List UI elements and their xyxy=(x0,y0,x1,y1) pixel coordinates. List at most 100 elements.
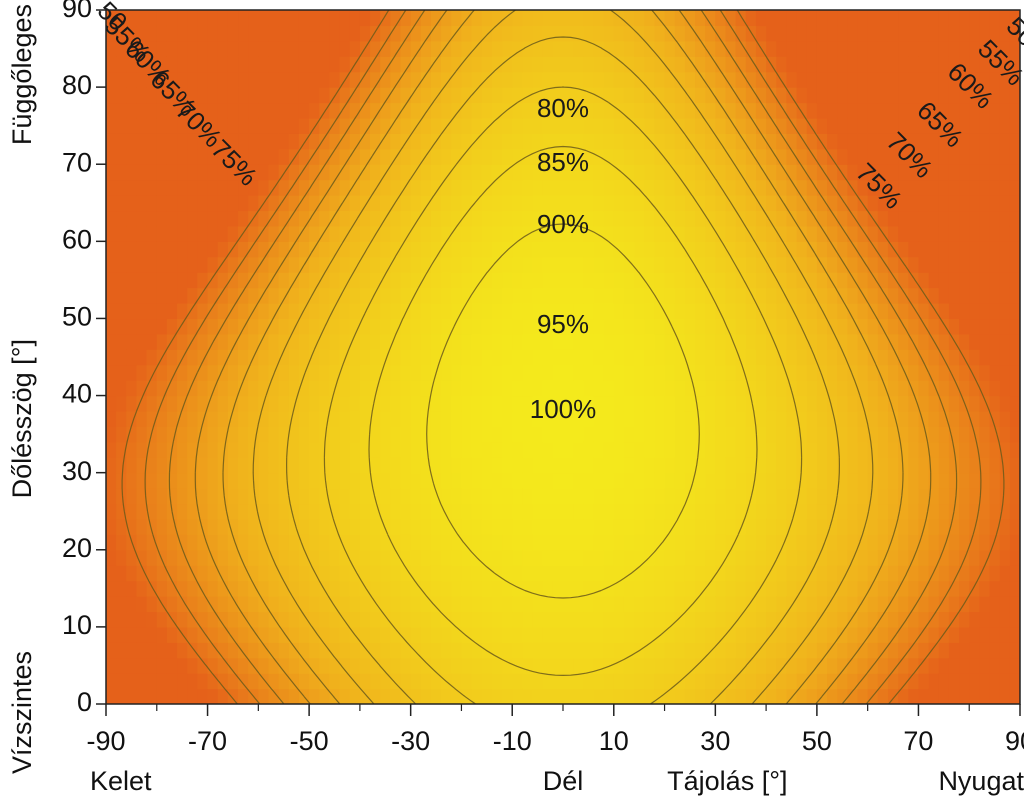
heatmap-cell xyxy=(370,241,381,258)
heatmap-cell xyxy=(410,318,422,335)
heatmap-cell xyxy=(380,349,391,366)
heatmap-cell xyxy=(745,503,757,520)
heatmap-cell xyxy=(867,40,879,57)
heatmap-cell xyxy=(197,457,209,474)
heatmap-cell xyxy=(837,626,848,643)
heatmap-cell xyxy=(491,441,503,458)
heatmap-cell xyxy=(278,179,290,196)
heatmap-cell xyxy=(207,272,219,289)
heatmap-cell xyxy=(1009,426,1020,443)
heatmap-cell xyxy=(776,657,788,674)
heatmap-cell xyxy=(918,87,930,104)
heatmap-cell xyxy=(695,688,706,704)
heatmap-cell xyxy=(258,457,270,474)
heatmap-cell xyxy=(248,426,259,443)
heatmap-cell xyxy=(928,410,940,427)
heatmap-cell xyxy=(827,148,838,165)
heatmap-cell xyxy=(898,580,909,597)
heatmap-cell xyxy=(166,626,178,643)
heatmap-cell xyxy=(887,303,899,320)
heatmap-cell xyxy=(146,210,158,227)
heatmap-cell xyxy=(370,349,381,366)
heatmap-cell xyxy=(420,241,432,258)
heatmap-cell xyxy=(877,195,889,212)
heatmap-cell xyxy=(380,25,391,42)
heatmap-cell xyxy=(786,580,798,597)
heatmap-cell xyxy=(837,318,848,335)
heatmap-cell xyxy=(999,642,1011,659)
heatmap-cell xyxy=(948,40,960,57)
heatmap-cell xyxy=(755,565,767,582)
heatmap-cell xyxy=(806,148,818,165)
heatmap-cell xyxy=(156,380,168,397)
heatmap-cell xyxy=(349,657,361,674)
heatmap-cell xyxy=(390,133,402,150)
heatmap-cell xyxy=(674,518,686,535)
heatmap-cell xyxy=(329,611,341,628)
heatmap-cell xyxy=(573,534,584,551)
heatmap-cell xyxy=(491,117,503,134)
heatmap-cell xyxy=(441,488,452,505)
heatmap-cell xyxy=(898,441,909,458)
heatmap-cell xyxy=(258,148,270,165)
heatmap-cell xyxy=(938,210,950,227)
heatmap-cell xyxy=(329,241,341,258)
heatmap-cell xyxy=(126,596,138,613)
heatmap-cell xyxy=(329,673,341,690)
heatmap-cell xyxy=(847,488,859,505)
heatmap-cell xyxy=(329,364,341,381)
heatmap-cell xyxy=(481,102,493,119)
heatmap-cell xyxy=(309,10,320,27)
heatmap-cell xyxy=(918,457,930,474)
heatmap-cell xyxy=(593,272,605,289)
heatmap-cell xyxy=(359,426,371,443)
heatmap-cell xyxy=(349,318,361,335)
heatmap-cell xyxy=(146,673,158,690)
heatmap-cell xyxy=(552,642,564,659)
x-direction-label: Dél xyxy=(543,766,584,796)
heatmap-cell xyxy=(695,195,706,212)
heatmap-cell xyxy=(766,117,777,134)
heatmap-cell xyxy=(441,195,452,212)
heatmap-cell xyxy=(705,380,716,397)
heatmap-cell xyxy=(420,225,432,242)
heatmap-cell xyxy=(471,395,483,412)
heatmap-cell xyxy=(248,611,259,628)
heatmap-cell xyxy=(989,380,1001,397)
heatmap-cell xyxy=(1009,71,1020,88)
heatmap-cell xyxy=(532,25,544,42)
heatmap-cell xyxy=(583,657,595,674)
heatmap-cell xyxy=(207,117,219,134)
heatmap-cell xyxy=(938,272,950,289)
heatmap-cell xyxy=(857,102,869,119)
heatmap-cell xyxy=(684,117,696,134)
heatmap-cell xyxy=(745,287,757,304)
heatmap-cell xyxy=(298,225,310,242)
heatmap-cell xyxy=(715,488,727,505)
heatmap-cell xyxy=(512,410,523,427)
heatmap-cell xyxy=(380,488,391,505)
heatmap-cell xyxy=(654,179,666,196)
heatmap-cell xyxy=(126,10,138,27)
heatmap-cell xyxy=(146,195,158,212)
heatmap-cell xyxy=(349,133,361,150)
heatmap-cell xyxy=(502,518,513,535)
heatmap-cell xyxy=(471,503,483,520)
heatmap-cell xyxy=(390,626,402,643)
heatmap-cell xyxy=(248,441,259,458)
heatmap-cell xyxy=(288,503,300,520)
heatmap-cell xyxy=(177,272,188,289)
heatmap-cell xyxy=(715,148,727,165)
heatmap-cell xyxy=(420,457,432,474)
heatmap-cell xyxy=(339,518,351,535)
heatmap-cell xyxy=(309,364,320,381)
heatmap-cell xyxy=(116,102,127,119)
heatmap-cell xyxy=(796,210,808,227)
heatmap-cell xyxy=(542,148,554,165)
heatmap-cell xyxy=(441,117,452,134)
heatmap-cell xyxy=(867,673,879,690)
heatmap-cell xyxy=(887,441,899,458)
heatmap-cell xyxy=(359,303,371,320)
heatmap-cell xyxy=(959,25,970,42)
heatmap-cell xyxy=(502,287,513,304)
